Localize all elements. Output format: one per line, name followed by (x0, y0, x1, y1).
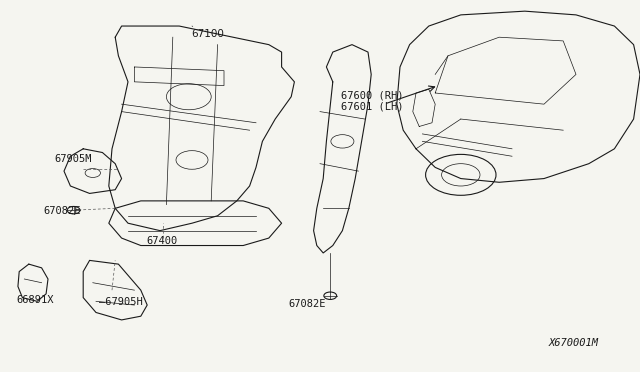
Text: 67601 (LH): 67601 (LH) (341, 102, 404, 112)
Text: —67905H: —67905H (99, 297, 143, 307)
Text: 67100: 67100 (191, 26, 225, 39)
Text: X670001M: X670001M (548, 338, 598, 348)
Text: 67905M: 67905M (54, 154, 92, 164)
Text: 67082E: 67082E (44, 206, 81, 216)
Text: 67082E: 67082E (289, 299, 326, 309)
Text: 67600 (RH): 67600 (RH) (341, 90, 404, 100)
Text: 66891X: 66891X (16, 295, 54, 305)
Text: 67400: 67400 (146, 235, 177, 246)
